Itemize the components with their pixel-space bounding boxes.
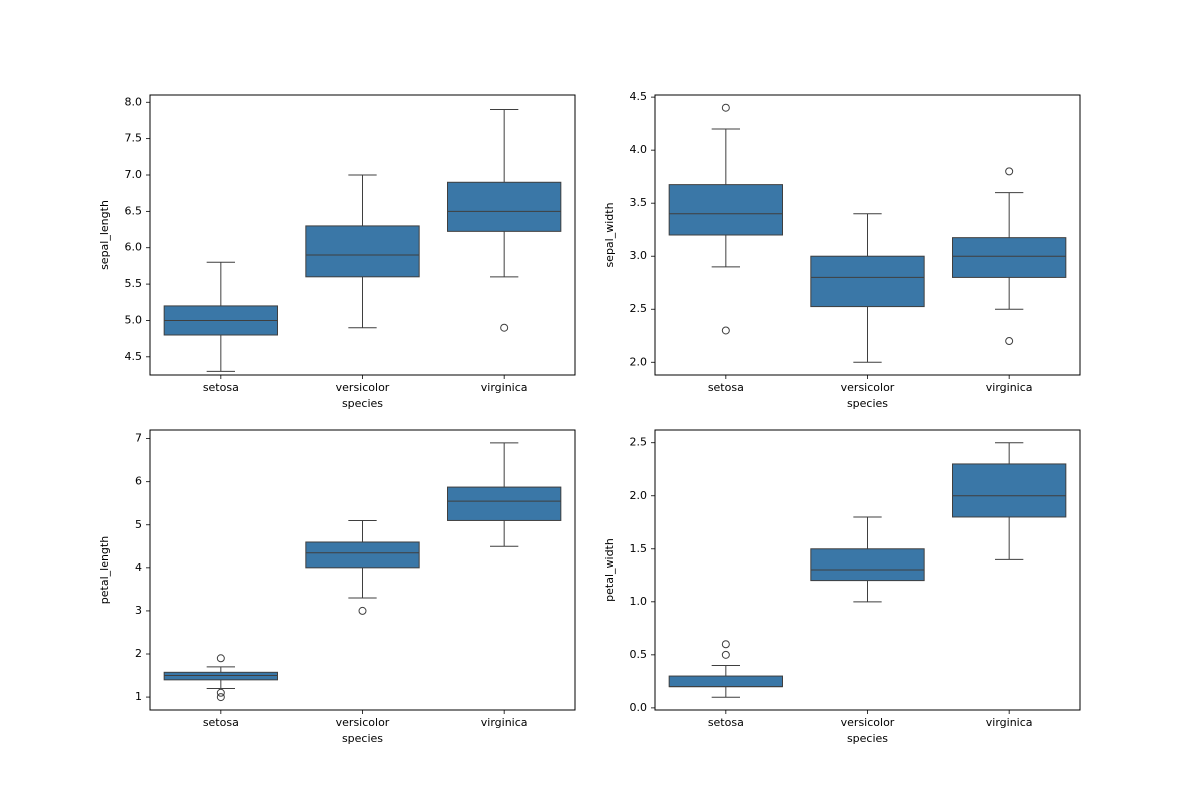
y-tick-label: 2.0: [630, 355, 648, 368]
x-tick-label: virginica: [481, 716, 528, 729]
box-setosa: [164, 262, 277, 371]
y-tick-label: 2.5: [630, 436, 648, 449]
x-axis-label: species: [342, 732, 383, 745]
x-tick-label: virginica: [986, 716, 1033, 729]
outlier-marker: [501, 324, 508, 331]
boxplot-panel-sepal_width: 2.02.53.03.54.04.5setosaversicolorvirgin…: [655, 95, 1080, 375]
x-tick-label: versicolor: [841, 716, 895, 729]
x-tick-label: virginica: [481, 381, 528, 394]
y-tick-label: 8.0: [125, 95, 143, 108]
y-tick-label: 5.0: [125, 313, 143, 326]
box-virginica: [953, 443, 1066, 560]
y-tick-label: 3.5: [630, 196, 648, 209]
box-setosa: [669, 641, 782, 698]
x-tick-label: versicolor: [336, 381, 390, 394]
y-tick-label: 6.0: [125, 241, 143, 254]
outlier-marker: [359, 607, 366, 614]
box-virginica: [448, 443, 561, 546]
y-tick-label: 7.0: [125, 168, 143, 181]
x-tick-label: setosa: [203, 716, 239, 729]
x-tick-label: virginica: [986, 381, 1033, 394]
y-tick-label: 0.0: [630, 701, 648, 714]
y-tick-label: 2: [135, 647, 142, 660]
outlier-marker: [217, 655, 224, 662]
y-tick-label: 7.5: [125, 132, 143, 145]
y-tick-label: 4.0: [630, 143, 648, 156]
y-tick-label: 5.5: [125, 277, 143, 290]
x-tick-label: setosa: [203, 381, 239, 394]
x-tick-label: setosa: [708, 716, 744, 729]
x-axis-label: species: [847, 732, 888, 745]
box-versicolor: [811, 517, 924, 602]
y-tick-label: 6.5: [125, 204, 143, 217]
box-virginica: [448, 110, 561, 332]
box-virginica: [953, 168, 1066, 345]
outlier-marker: [217, 694, 224, 701]
outlier-marker: [1006, 168, 1013, 175]
y-tick-label: 3.0: [630, 249, 648, 262]
y-tick-label: 7: [135, 432, 142, 445]
y-axis-label: sepal_length: [98, 200, 111, 270]
y-tick-label: 1.0: [630, 595, 648, 608]
figure: 4.5 5.0 5.5 6.0 6.5 7.0 7.5 8.0 setosa versicolor…: [0, 0, 1200, 800]
box-versicolor: [811, 214, 924, 362]
y-tick-label: 3: [135, 604, 142, 617]
boxplot-panel-sepal_length: 4.55.05.56.06.57.07.58.0setosaversicolor…: [150, 95, 575, 375]
y-axis-label: petal_length: [98, 536, 111, 604]
x-axis-label: species: [342, 397, 383, 410]
outlier-marker: [722, 104, 729, 111]
y-tick-label: 2.5: [630, 302, 648, 315]
x-axis-label: species: [847, 397, 888, 410]
y-tick-label: 6: [135, 475, 142, 488]
y-tick-label: 5: [135, 518, 142, 531]
y-tick-label: 0.5: [630, 648, 648, 661]
y-tick-label: 2.0: [630, 489, 648, 502]
x-tick-label: versicolor: [336, 716, 390, 729]
outlier-marker: [722, 641, 729, 648]
box-setosa: [164, 655, 277, 701]
outlier-marker: [722, 651, 729, 658]
x-tick-label: versicolor: [841, 381, 895, 394]
box-setosa: [669, 104, 782, 334]
boxplot-panel-petal_width: 0.00.51.01.52.02.5setosaversicolorvirgin…: [655, 430, 1080, 710]
box-versicolor: [306, 520, 419, 614]
y-tick-label: 1: [135, 690, 142, 703]
y-tick-label: 4.5: [630, 90, 648, 103]
outlier-marker: [722, 327, 729, 334]
y-tick-label: 4.5: [125, 350, 143, 363]
y-tick-label: 4: [135, 561, 142, 574]
y-axis-label: petal_width: [603, 538, 616, 602]
outlier-marker: [1006, 338, 1013, 345]
box-versicolor: [306, 175, 419, 328]
boxplot-panel-petal_length: 1234567setosaversicolorvirginicaspeciesp…: [150, 430, 575, 710]
x-tick-label: setosa: [708, 381, 744, 394]
y-axis-label: sepal_width: [603, 202, 616, 267]
y-tick-label: 1.5: [630, 542, 648, 555]
